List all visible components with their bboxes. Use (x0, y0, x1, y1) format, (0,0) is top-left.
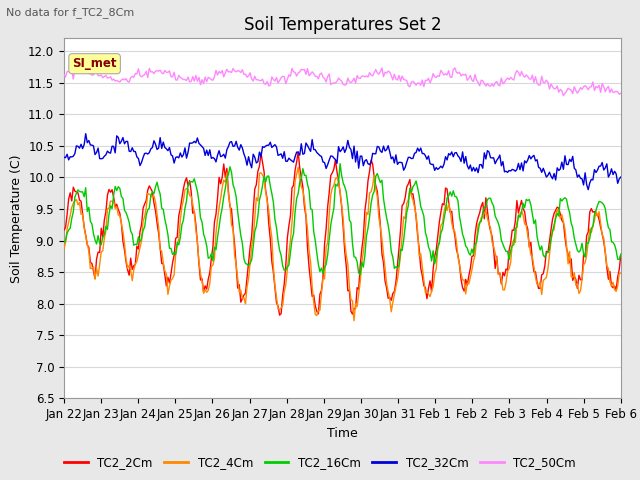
Y-axis label: Soil Temperature (C): Soil Temperature (C) (10, 154, 22, 283)
X-axis label: Time: Time (327, 427, 358, 440)
Text: SI_met: SI_met (72, 57, 117, 70)
Title: Soil Temperatures Set 2: Soil Temperatures Set 2 (244, 16, 441, 34)
Text: No data for f_TC2_8Cm: No data for f_TC2_8Cm (6, 7, 134, 18)
Legend: TC2_2Cm, TC2_4Cm, TC2_16Cm, TC2_32Cm, TC2_50Cm: TC2_2Cm, TC2_4Cm, TC2_16Cm, TC2_32Cm, TC… (60, 452, 580, 474)
